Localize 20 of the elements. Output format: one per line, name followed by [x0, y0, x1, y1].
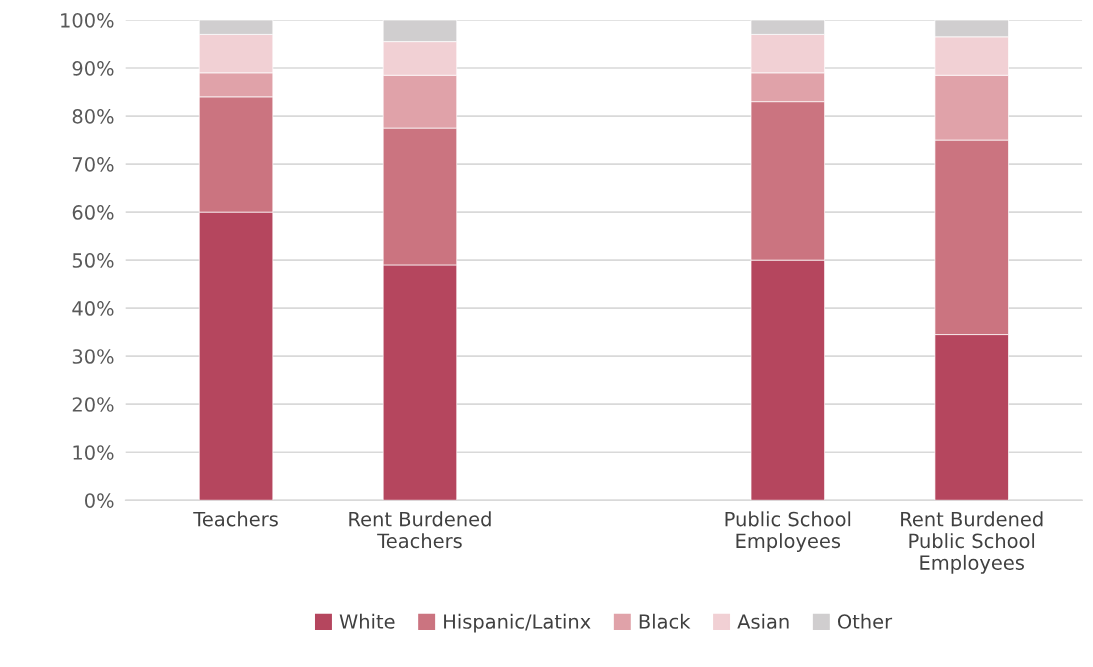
legend-label: Other: [837, 613, 893, 629]
y-tick-label: 10%: [73, 445, 114, 460]
x-tick-label: Teachers: [193, 511, 278, 527]
y-tick-label: 30%: [72, 349, 114, 364]
y-tick-label: 90%: [72, 60, 114, 76]
x-tick-label: Rent Burdened Teachers: [349, 511, 491, 549]
legend-label: Hispanic/Latinx: [444, 613, 591, 633]
x-tick-label: Rent Burdened Public School Employees: [901, 511, 1043, 574]
y-tick-label: 60%: [72, 205, 114, 220]
legend-label: White: [339, 613, 395, 629]
legend-label: Black: [639, 613, 691, 629]
y-tick-label: 20%: [72, 397, 114, 412]
y-tick-label: 40%: [72, 301, 114, 316]
x-tick-label: Public School Employees: [725, 511, 851, 552]
y-tick-label: 50%: [72, 253, 114, 268]
y-tick-label: 70%: [72, 157, 114, 172]
y-tick-label: 80%: [72, 109, 114, 124]
y-tick-label: 100%: [61, 12, 114, 28]
legend-label: Asian: [737, 613, 789, 629]
y-tick-label: 0%: [85, 493, 114, 508]
